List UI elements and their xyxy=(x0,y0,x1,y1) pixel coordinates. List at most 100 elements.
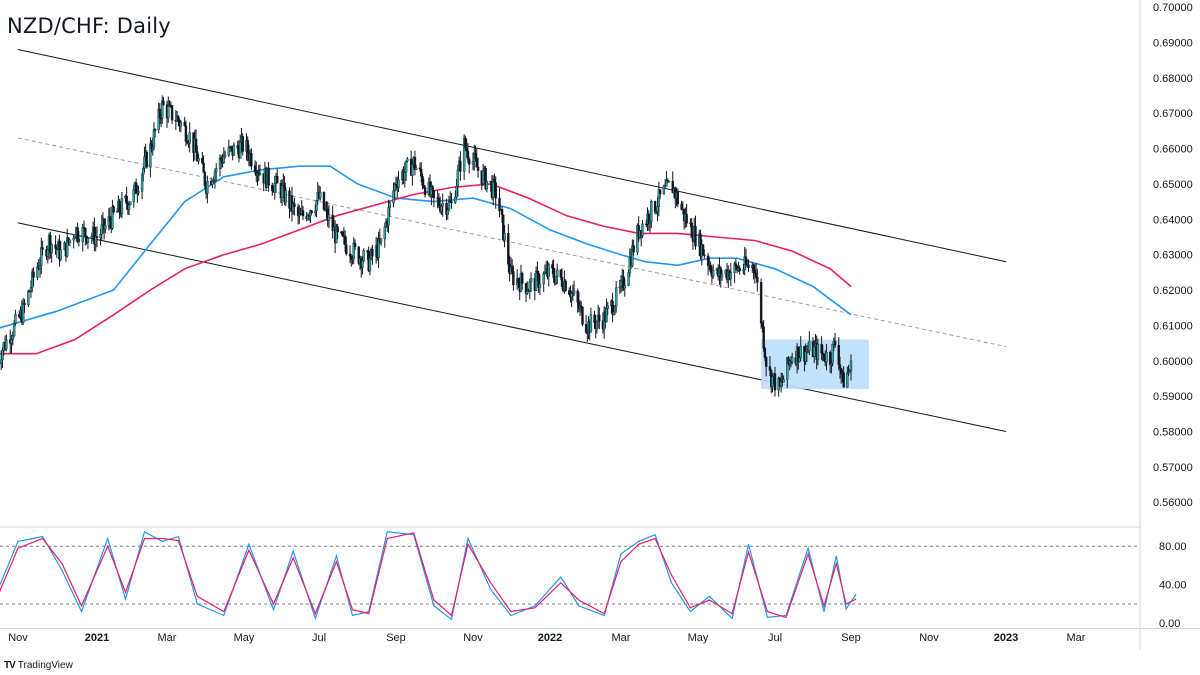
price-candle xyxy=(676,188,680,208)
candle-body xyxy=(838,364,842,369)
price-candle xyxy=(112,205,115,215)
candle-body xyxy=(647,213,650,224)
candle-body xyxy=(36,266,39,278)
price-candle xyxy=(40,237,43,275)
price-candle xyxy=(627,269,630,287)
price-tick-label: 0.65000 xyxy=(1153,179,1193,191)
candle-body xyxy=(431,186,434,191)
price-candle xyxy=(556,263,559,285)
candle-body xyxy=(414,167,418,170)
price-candle xyxy=(420,162,423,183)
branding-text: TradingView xyxy=(17,660,73,671)
price-candle xyxy=(315,199,318,218)
price-candle xyxy=(77,231,81,247)
candle-body xyxy=(177,116,180,122)
time-axis[interactable]: Nov 2021 Mar May Jul Sep Nov 2022 Mar May Jul Sep No… xyxy=(8,632,1086,644)
price-tick-label: 0.61000 xyxy=(1153,320,1193,332)
candle-body xyxy=(804,351,807,362)
price-candle xyxy=(241,133,244,156)
candle-body xyxy=(552,268,555,278)
candle-body xyxy=(650,201,653,223)
candle-body xyxy=(213,171,217,181)
candle-body xyxy=(77,238,81,242)
price-candle xyxy=(759,278,763,329)
candle-body xyxy=(32,271,35,278)
candle-body xyxy=(761,322,764,328)
candle-body xyxy=(790,357,794,363)
candle-body xyxy=(632,245,635,253)
price-axis[interactable]: 0.70000 0.69000 0.68000 0.67000 0.66000 0.650… xyxy=(1153,2,1193,630)
candle-body xyxy=(464,137,467,149)
candle-body xyxy=(690,222,693,238)
candle-body xyxy=(768,366,772,371)
price-candle xyxy=(293,197,296,216)
price-candle xyxy=(484,165,487,191)
candle-body xyxy=(112,206,115,213)
candle-body xyxy=(129,201,132,206)
price-candle xyxy=(446,208,449,220)
candle-body xyxy=(222,156,226,164)
price-candle xyxy=(462,134,466,180)
candle-body xyxy=(503,232,506,241)
price-candle xyxy=(81,223,84,252)
price-candle xyxy=(327,205,331,229)
price-candle xyxy=(454,190,457,204)
candle-body xyxy=(418,167,422,170)
price-candle xyxy=(771,376,774,393)
tradingview-branding[interactable]: TV TradingView xyxy=(4,660,73,671)
candle-body xyxy=(641,223,644,237)
price-candle xyxy=(120,192,124,219)
price-candle xyxy=(476,157,480,178)
price-candle xyxy=(589,307,593,333)
candle-body xyxy=(773,373,777,391)
candle-body xyxy=(68,239,72,243)
price-candle xyxy=(232,142,236,156)
price-candle xyxy=(694,215,697,250)
candle-body xyxy=(536,271,539,274)
price-candle xyxy=(849,354,853,381)
candle-body xyxy=(471,161,475,165)
price-candle xyxy=(813,340,816,364)
price-candle xyxy=(206,175,209,204)
price-candle xyxy=(12,320,16,338)
candle-body xyxy=(293,203,296,208)
price-candle xyxy=(595,320,599,334)
candle-body xyxy=(798,357,801,363)
price-tick-label: 0.57000 xyxy=(1153,462,1193,474)
price-candle xyxy=(799,336,802,362)
candle-body xyxy=(343,235,347,246)
candle-body xyxy=(368,258,372,272)
time-tick-label: Nov xyxy=(919,632,939,644)
price-candle xyxy=(450,193,453,209)
stochastic-k-line xyxy=(0,530,857,621)
price-candle xyxy=(23,298,26,313)
candle-body xyxy=(662,186,666,195)
candle-body xyxy=(422,185,425,188)
candle-body xyxy=(474,153,477,159)
price-candle xyxy=(72,234,75,249)
price-candle xyxy=(14,309,17,326)
price-tick-label: 0.64000 xyxy=(1153,214,1193,226)
price-candle xyxy=(183,117,186,127)
candle-body xyxy=(341,232,344,237)
price-candle xyxy=(747,259,750,272)
price-candle xyxy=(223,150,227,159)
price-candle xyxy=(797,346,800,370)
candle-body xyxy=(526,290,529,294)
candle-body xyxy=(711,270,715,277)
price-candle xyxy=(764,356,768,377)
price-candle xyxy=(605,298,608,323)
candle-body xyxy=(547,264,550,277)
price-candle xyxy=(768,356,772,377)
time-tick-label: 2022 xyxy=(538,632,562,644)
candle-body xyxy=(137,191,140,193)
candle-body xyxy=(12,323,16,337)
candle-body xyxy=(454,196,457,203)
price-candle xyxy=(521,271,524,290)
price-candle xyxy=(598,307,601,330)
candle-body xyxy=(837,345,840,365)
time-tick-label: Nov xyxy=(8,632,28,644)
candle-body xyxy=(387,207,390,226)
